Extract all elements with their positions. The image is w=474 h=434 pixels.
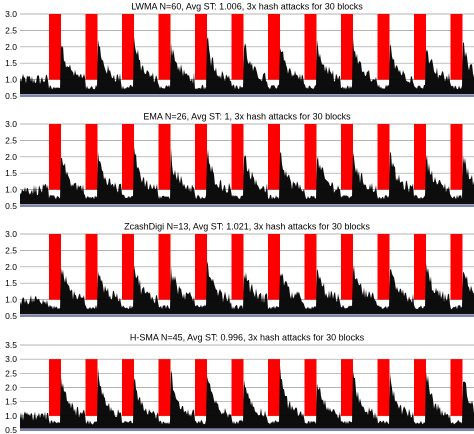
hash-attack-bar: [450, 14, 463, 80]
hash-attack-bar: [450, 359, 463, 416]
y-tick-label: 2.0: [5, 383, 17, 393]
hash-attack-bar: [195, 14, 207, 80]
y-tick-label: 2.0: [5, 152, 17, 162]
solvetime-series: [20, 36, 474, 95]
y-tick-label: 1.0: [5, 75, 17, 85]
chart-title: EMA N=26, Avg ST: 1, 3x hash attacks for…: [143, 112, 351, 122]
chart-title: ZcashDigi N=13, Avg ST: 1.021, 3x hash a…: [124, 222, 370, 232]
y-tick-label: 3.0: [5, 9, 17, 19]
hash-attack-bar: [414, 14, 426, 80]
hash-attack-bar: [304, 359, 317, 416]
hash-attack-bar: [377, 234, 390, 300]
y-tick-label: 3.5: [5, 340, 17, 350]
hash-attack-bar: [49, 124, 61, 190]
hash-attack-bar: [268, 124, 280, 190]
y-tick-label: 2.5: [5, 25, 17, 35]
y-tick-label: 1.0: [5, 185, 17, 195]
chart-title: H-SMA N=45, Avg ST: 0.996, 3x hash attac…: [130, 333, 365, 343]
y-tick-label: 1.0: [5, 411, 17, 421]
hash-attack-bar: [158, 124, 171, 190]
hash-attack-bar: [341, 359, 353, 416]
hash-attack-bar: [377, 124, 390, 190]
y-tick-label: 3.0: [5, 229, 17, 239]
hash-attack-bar: [450, 124, 463, 190]
hash-attack-bar: [122, 124, 134, 190]
y-tick-label: 0.5: [5, 425, 17, 434]
hash-attack-bar: [450, 234, 463, 300]
hash-attack-bar: [414, 359, 426, 416]
hash-attack-bar: [195, 124, 207, 190]
y-tick-label: 1.5: [5, 397, 17, 407]
solvetime-series: [20, 365, 474, 429]
hash-attack-bar: [304, 124, 317, 190]
hash-attack-bar: [231, 124, 244, 190]
y-tick-label: 0.5: [5, 201, 17, 211]
hash-attack-bar: [85, 14, 98, 80]
hash-attack-bar: [341, 234, 353, 300]
hash-attack-bar: [122, 359, 134, 416]
hash-attack-bar: [49, 234, 61, 300]
y-tick-label: 2.5: [5, 368, 17, 378]
y-tick-label: 2.5: [5, 135, 17, 145]
y-tick-label: 2.5: [5, 245, 17, 255]
hash-attack-bar: [49, 359, 61, 416]
y-tick-label: 1.0: [5, 295, 17, 305]
hash-attack-bar: [158, 234, 171, 300]
hash-attack-bar: [414, 124, 426, 190]
y-tick-label: 1.5: [5, 278, 17, 288]
y-tick-label: 1.5: [5, 58, 17, 68]
y-tick-label: 2.0: [5, 262, 17, 272]
hash-attack-bar: [122, 14, 134, 80]
hash-attack-bar: [195, 359, 207, 416]
hash-attack-bar: [85, 234, 98, 300]
hash-attack-bar: [49, 14, 61, 80]
hash-attack-bar: [195, 234, 207, 300]
hash-attack-bar: [231, 234, 244, 300]
hash-attack-bar: [158, 14, 171, 80]
hash-attack-bar: [414, 234, 426, 300]
hash-attack-bar: [158, 359, 171, 416]
hash-attack-bar: [85, 359, 98, 416]
hash-attack-bar: [85, 124, 98, 190]
hash-attack-bar: [304, 234, 317, 300]
hash-attack-bar: [231, 359, 244, 416]
hash-attack-bar: [341, 124, 353, 190]
hash-attack-bar: [231, 14, 244, 80]
hash-attack-bar: [268, 234, 280, 300]
hash-attack-bar: [122, 234, 134, 300]
chart-title: LWMA N=60, Avg ST: 1.006, 3x hash attack…: [131, 2, 363, 12]
y-tick-label: 3.0: [5, 354, 17, 364]
y-tick-label: 0.5: [5, 91, 17, 101]
hash-attack-bar: [304, 14, 317, 80]
solvetime-series: [20, 146, 474, 205]
y-tick-label: 2.0: [5, 42, 17, 52]
y-tick-label: 0.5: [5, 311, 17, 321]
y-tick-label: 3.0: [5, 119, 17, 129]
hash-attack-bar: [268, 14, 280, 80]
hash-attack-bar: [341, 14, 353, 80]
hash-attack-bar: [377, 14, 390, 80]
solvetime-series: [20, 261, 474, 315]
hash-attack-bar: [377, 359, 390, 416]
hash-attack-bar: [268, 359, 280, 416]
y-tick-label: 1.5: [5, 168, 17, 178]
